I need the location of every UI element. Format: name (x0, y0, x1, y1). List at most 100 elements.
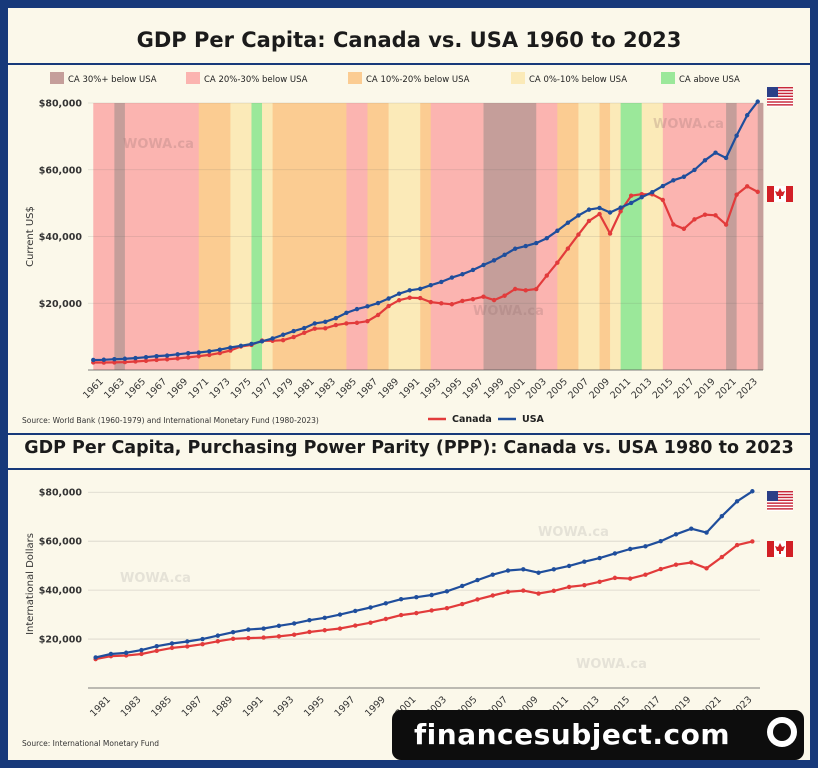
chart2-point-canada-1994 (307, 629, 312, 635)
chart1-point-canada-2017 (692, 217, 697, 222)
chart2-point-usa-2016 (643, 544, 648, 549)
chart1-point-canada-1988 (386, 303, 391, 309)
chart1-point-usa-2023 (755, 99, 760, 104)
chart2-point-canada-2012 (582, 583, 587, 588)
chart1-xtick-label: 1989 (376, 376, 401, 401)
chart1-point-usa-1980 (302, 325, 307, 331)
chart1-band-17 (599, 103, 611, 370)
chart1-band-legend-swatch (50, 72, 64, 84)
chart1-point-usa-2014 (660, 183, 666, 189)
site-watermark: financesubject.com (392, 710, 804, 760)
chart2-point-canada-1998 (368, 620, 373, 625)
chart1-xtick-label: 1975 (229, 376, 254, 401)
chart2-point-usa-2020 (704, 530, 709, 535)
chart2-point-usa-1989 (230, 630, 236, 635)
chart1-point-canada-2004 (555, 260, 560, 265)
chart1-ylabel: Current US$ (25, 206, 36, 267)
chart2-point-canada-1999 (383, 616, 389, 622)
chart1-band-22 (726, 103, 738, 370)
chart1-point-usa-2021 (734, 133, 739, 138)
chart1-point-canada-1997 (481, 294, 486, 299)
chart1-svg: CA 30%+ below USA CA 20%-30% below USA CA … (25, 72, 793, 425)
chart2-point-canada-2006 (490, 593, 495, 598)
chart2-point-canada-1986 (185, 644, 190, 649)
chart2-xtick-label: 1995 (302, 694, 327, 719)
chart2-point-usa-2008 (521, 567, 526, 572)
chart1-point-canada-1999 (502, 293, 507, 298)
chart1-point-usa-1966 (154, 353, 159, 359)
chart1-band-legend-swatch (661, 72, 675, 84)
chart1-point-usa-2001 (523, 243, 528, 249)
chart2-point-usa-2007 (505, 568, 511, 573)
chart2-point-usa-1985 (169, 641, 175, 646)
chart1-band-1 (114, 103, 126, 370)
chart1-point-usa-1987 (375, 300, 381, 306)
chart1-point-canada-1966 (154, 357, 159, 363)
chart1-point-canada-1969 (185, 355, 191, 360)
chart1-point-canada-1987 (375, 312, 381, 318)
chart2-point-usa-2001 (414, 595, 419, 600)
chart2-point-usa-1999 (383, 601, 389, 606)
chart2-point-canada-2004 (459, 601, 465, 607)
chart2-point-usa-1982 (123, 650, 129, 655)
chart2-point-usa-1984 (154, 643, 159, 649)
chart2-point-usa-2005 (475, 577, 480, 583)
chart1-point-canada-2001 (523, 288, 528, 293)
chart1-point-usa-2003 (544, 236, 549, 241)
chart1-point-usa-1984 (344, 310, 349, 316)
chart1-ytick-label: $20,000 (39, 299, 83, 310)
chart1-point-canada-1993 (439, 301, 444, 306)
chart1-point-usa-1963 (122, 356, 128, 361)
chart1-band-9 (367, 103, 389, 370)
chart2-point-usa-2010 (551, 567, 557, 572)
chart1-point-usa-1973 (228, 345, 233, 350)
chart1-ytick-label: $60,000 (39, 165, 83, 176)
chart1-band-legend-swatch (511, 72, 525, 84)
chart1-point-canada-1985 (354, 320, 360, 325)
chart1-xtick-label: 1971 (187, 376, 212, 401)
chart1-source: Source: World Bank (1960-1979) and Inter… (22, 416, 319, 425)
chart1-wowa-watermark: WOWA.ca (473, 304, 544, 319)
chart1-point-usa-1985 (354, 306, 360, 312)
chart1-point-canada-1996 (470, 296, 476, 302)
chart2-xtick-label: 1981 (88, 694, 113, 719)
chart1-point-usa-1975 (249, 341, 254, 347)
chart2-canada-flag-icon (767, 541, 793, 557)
chart1-point-usa-1972 (217, 347, 223, 352)
chart1-xtick-label: 2009 (587, 376, 612, 401)
chart2-usa-flag-icon (767, 491, 793, 511)
chart2-point-canada-2018 (673, 562, 679, 567)
chart1-point-canada-2023 (755, 189, 760, 195)
chart2-title: GDP Per Capita, Purchasing Power Parity … (24, 438, 794, 458)
chart2-point-usa-1990 (246, 627, 251, 632)
chart1-point-canada-1964 (133, 359, 138, 364)
chart2-point-canada-1993 (291, 632, 297, 637)
chart2-point-canada-1985 (169, 645, 175, 651)
chart1-point-canada-1963 (122, 359, 128, 365)
chart1-point-canada-1982 (323, 326, 328, 331)
chart1-point-canada-1998 (491, 297, 497, 303)
chart1-wowa-watermark: WOWA.ca (123, 137, 194, 152)
chart2-point-usa-2002 (429, 592, 434, 598)
chart2-point-usa-1980 (93, 655, 98, 660)
chart1-band-12 (430, 103, 484, 370)
chart1-point-usa-2004 (555, 228, 560, 233)
chart1-point-usa-2016 (681, 174, 687, 179)
chart1-point-usa-1995 (460, 272, 465, 277)
chart1-point-canada-2007 (586, 218, 592, 224)
chart1-xtick-label: 2019 (693, 376, 718, 401)
chart2-point-canada-2005 (475, 597, 480, 602)
infographic-frame: GDP Per Capita: Canada vs. USA 1960 to 2… (8, 8, 810, 760)
chart1-point-usa-2007 (586, 207, 592, 212)
chart1-point-usa-1967 (164, 353, 170, 358)
chart2-xtick-label: 1997 (333, 694, 358, 719)
chart2-point-usa-2017 (658, 538, 663, 544)
chart1-point-canada-1972 (217, 350, 223, 356)
chart1-point-usa-1960 (91, 357, 96, 363)
chart1-band-legend-swatch (186, 72, 200, 84)
chart1-xtick-label: 1979 (271, 376, 296, 401)
chart1-point-usa-1994 (449, 275, 455, 280)
chart2-point-canada-1980 (93, 656, 98, 662)
chart1-band-8 (346, 103, 368, 370)
chart2-xtick-label: 1983 (119, 694, 144, 719)
